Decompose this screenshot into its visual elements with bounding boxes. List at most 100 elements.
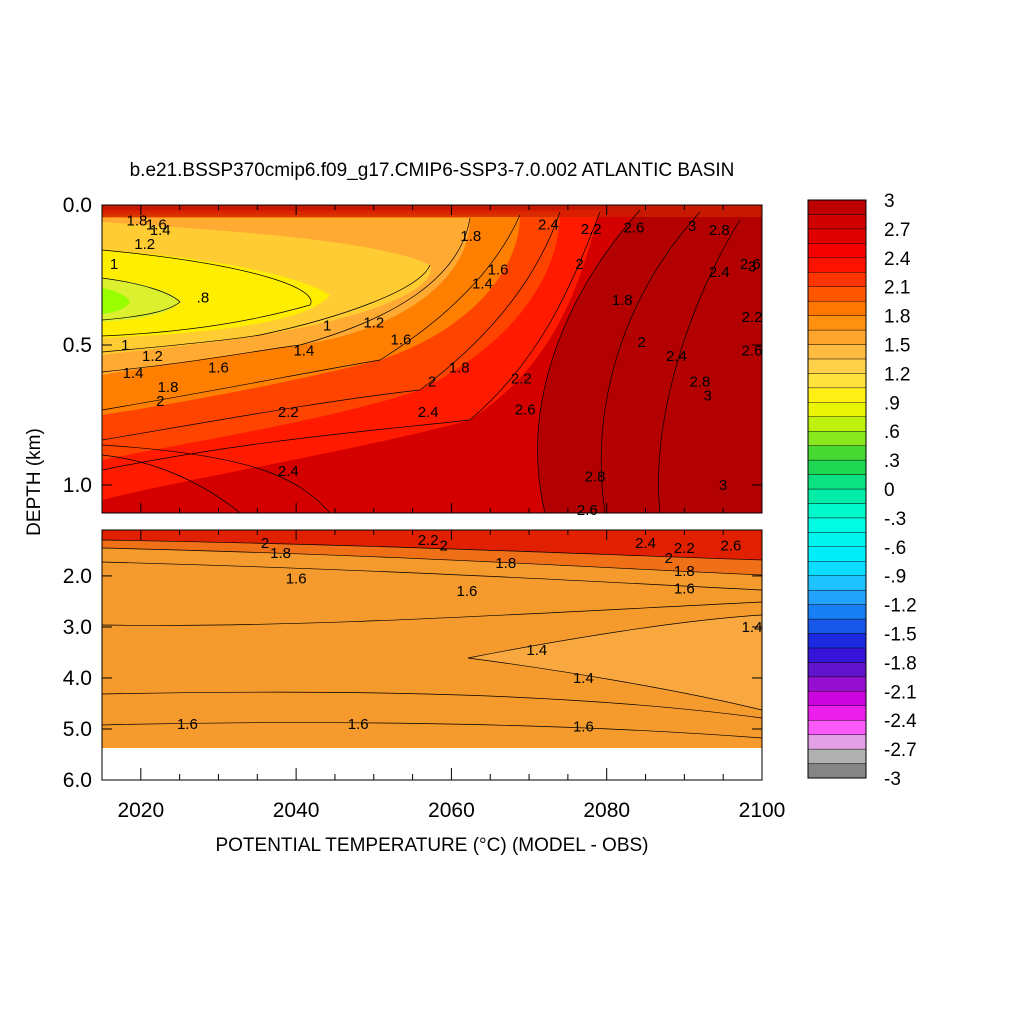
colorbar-label: 1.2 [884,364,910,385]
contour-label: 1.2 [134,236,155,253]
colorbar-label: -2.4 [884,711,917,732]
y-tick-label: 1.0 [63,474,92,497]
contour-label: 2.4 [278,463,299,480]
contour-label: 2.8 [689,373,710,390]
contour-label: 1 [121,337,129,354]
lower-surface-red [102,530,762,560]
contour-label: 1.6 [348,716,369,733]
contour-label: 1.6 [488,261,509,278]
y-axis-label: DEPTH (km) [24,428,45,536]
contour-label: 1.4 [150,222,171,239]
colorbar-label: 1.8 [884,307,910,328]
contour-label: 1.4 [472,275,493,292]
colorbar-segment [807,445,867,461]
contour-label: 1.4 [526,642,547,659]
colorbar-label: -2.1 [884,682,917,703]
colorbar-segment [807,705,867,721]
contour-label: 2.2 [674,540,695,557]
upper-band-lime [102,288,130,314]
contour-label: 2.6 [721,537,742,554]
upper-surface-strip [102,205,762,217]
colorbar-label: -3 [884,769,901,790]
contour-label: 2.6 [623,219,644,236]
colorbar-label: -.9 [884,567,906,588]
contour-label: 2 [439,537,447,554]
y-tick-label: 3.0 [63,616,92,639]
contour-label: 2.8 [709,222,730,239]
contour-label: 1.6 [208,359,229,376]
contour-label: 1.8 [612,292,633,309]
colorbar-segment [807,315,867,331]
colorbar-label: -1.5 [884,625,917,646]
lower-no-data [102,748,762,750]
y-tick-label: 0.5 [63,334,92,357]
colorbar-segment [807,431,867,446]
colorbar-segment [807,286,867,302]
colorbar-segment [807,589,867,605]
x-tick-label: 2040 [273,799,320,822]
contour-label: 2.4 [538,217,559,234]
colorbar-segment [807,720,867,735]
contour-label: 1.4 [123,365,144,382]
colorbar-segment [807,387,867,403]
contour-label: 1.6 [573,718,594,735]
x-tick-label: 2080 [583,799,630,822]
colorbar-label: -1.8 [884,653,917,674]
contour-label: 1.8 [158,379,179,396]
colorbar-label: .3 [884,451,900,472]
contour-label: 1 [323,317,331,334]
colorbar-segment [807,214,867,230]
contour-label: 2 [156,393,164,410]
colorbar-segment [807,474,867,490]
contour-label: 1.6 [177,716,198,733]
colorbar-label: .6 [884,422,900,443]
contour-label: 2.6 [515,401,536,418]
chart-title: b.e21.BSSP370cmip6.f09_g17.CMIP6-SSP3-7.… [130,160,735,181]
contour-label: 3 [703,387,711,404]
colorbar-segment [807,633,867,649]
y-tick-label: 4.0 [63,667,92,690]
colorbar-segment [807,243,867,259]
contour-label: 2.6 [740,256,761,273]
colorbar-label: .9 [884,393,900,414]
lower-band-light [468,615,762,710]
colorbar-segment [807,561,867,576]
y-tick-label: 5.0 [63,718,92,741]
colorbar-segment [807,272,867,287]
contour-label: 2.2 [742,309,763,326]
contour-label: 1.2 [363,315,384,332]
x-tick-label: 2060 [428,799,475,822]
lower-panel-field [102,530,762,750]
colorbar-segment [807,575,867,591]
colorbar-label: -.3 [884,509,906,530]
y-tick-label: 2.0 [63,565,92,588]
colorbar-label: 2.4 [884,249,911,270]
contour-label: .8 [197,289,210,306]
contour-label: 2 [261,535,269,552]
colorbar-segment [807,662,867,678]
colorbar-label: 2.1 [884,278,910,299]
colorbar-segment [807,358,867,374]
lower-contour-lines [102,539,762,739]
colorbar-label: -2.7 [884,740,917,761]
y-axis-upper: 0.0 0.5 1.0 [63,194,762,497]
colorbar-segment [807,691,867,706]
contour-label: 2.2 [418,532,439,549]
contour-label: 1.8 [495,555,516,572]
contour-label: 2.6 [742,343,763,360]
colorbar-segment [807,344,867,360]
contour-label: 1.2 [142,348,163,365]
colorbar-segment [807,402,867,417]
contour-label: 2 [637,334,645,351]
contour-label: 2.6 [577,502,598,519]
y-tick-label: 6.0 [63,769,92,792]
contour-label: 1.4 [293,343,314,360]
contour-label: 1 [110,256,118,273]
contour-label: 1.6 [146,217,167,234]
colorbar-segment [807,546,867,562]
colorbar-segment [807,416,867,432]
colorbar-label: -1.2 [884,596,917,617]
lower-surface-orange [102,540,762,575]
upper-panel-field [102,205,762,513]
